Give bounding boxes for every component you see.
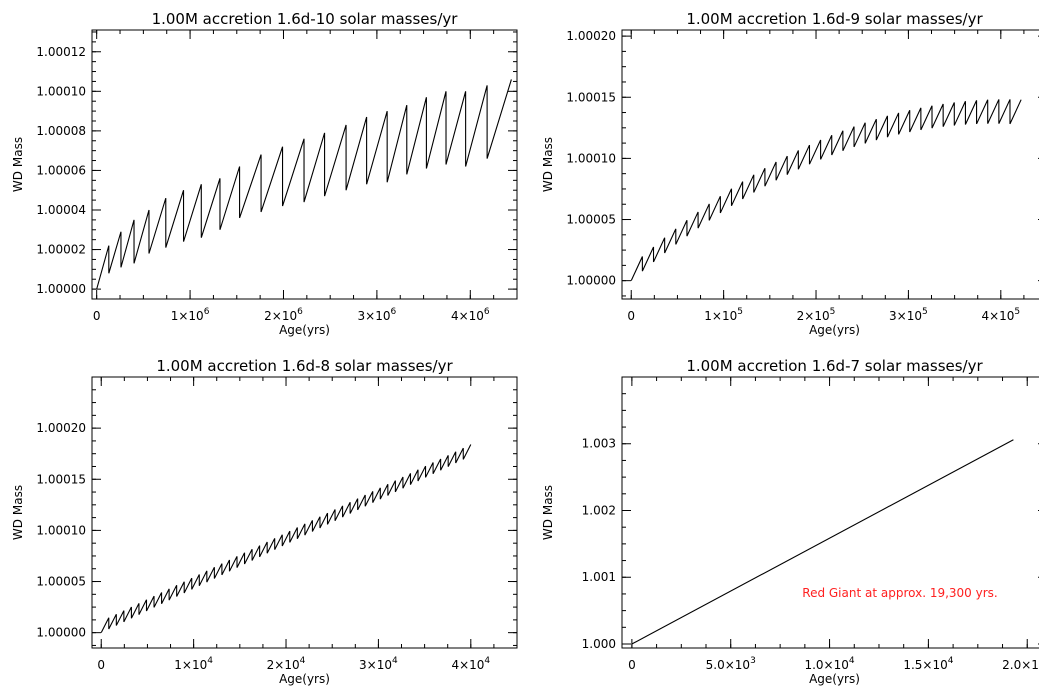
x-axis-label: Age(yrs) [279, 323, 330, 337]
x-tick-label: 2×104 [267, 656, 306, 672]
y-tick-label: 1.00010 [566, 151, 616, 165]
y-tick-label: 1.00000 [36, 626, 86, 640]
y-tick-label: 1.00020 [566, 29, 616, 43]
x-axis-label: Age(yrs) [809, 672, 860, 686]
y-tick-label: 1.00006 [36, 163, 86, 177]
x-tick-label: 1×104 [174, 656, 213, 672]
y-tick-label: 1.00010 [36, 523, 86, 537]
chart-panel-1: 1.00M accretion 1.6d-10 solar masses/yr A… [11, 10, 518, 337]
x-tick-label: 3×105 [889, 307, 928, 323]
x-tick-label: 2×105 [797, 307, 836, 323]
y-tick-label: 1.00000 [566, 274, 616, 288]
y-tick-label: 1.000 [582, 637, 616, 651]
plot-frame [621, 376, 1039, 649]
y-axis-label: WD Mass [541, 137, 555, 192]
x-tick-label: 4×104 [451, 656, 490, 672]
x-tick-label: 4×105 [981, 307, 1020, 323]
x-tick-label: 0 [628, 658, 636, 672]
chart-title: 1.00M accretion 1.6d-7 solar masses/yr [686, 357, 983, 375]
x-tick-label: 0 [93, 309, 101, 323]
x-tick-label: 0 [627, 309, 635, 323]
y-tick-label: 1.00015 [36, 472, 86, 486]
y-tick-label: 1.002 [582, 503, 616, 517]
y-tick-label: 1.00012 [36, 45, 86, 59]
y-tick-label: 1.00005 [36, 575, 86, 589]
y-tick-label: 1.001 [582, 570, 616, 584]
x-tick-label: 0 [97, 658, 105, 672]
x-tick-label: 4×106 [451, 307, 490, 323]
series-line-1 [631, 439, 1014, 645]
y-tick-label: 1.003 [582, 437, 616, 451]
x-tick-label: 1.0×104 [804, 656, 854, 672]
x-axis-label: Age(yrs) [279, 672, 330, 686]
x-tick-label: 1×106 [171, 307, 210, 323]
y-tick-label: 1.00000 [36, 282, 86, 296]
y-tick-label: 1.00008 [36, 124, 86, 138]
plot-frame [91, 376, 518, 649]
chart-title: 1.00M accretion 1.6d-8 solar masses/yr [156, 357, 453, 375]
series-line-1 [100, 444, 472, 633]
chart-panel-2: 1.00M accretion 1.6d-9 solar masses/yr Ag… [541, 10, 1039, 337]
plot-frame [91, 29, 518, 300]
y-axis-label: WD Mass [11, 137, 25, 192]
annotation-text: Red Giant at approx. 19,300 yrs. [802, 586, 997, 600]
y-axis-label: WD Mass [11, 485, 25, 540]
plot-frame [621, 29, 1039, 300]
x-tick-label: 3×106 [358, 307, 397, 323]
y-tick-label: 1.00002 [36, 243, 86, 257]
y-tick-label: 1.00010 [36, 84, 86, 98]
chart-panel-3: 1.00M accretion 1.6d-8 solar masses/yr Ag… [11, 357, 518, 686]
y-axis-label: WD Mass [541, 485, 555, 540]
x-axis-label: Age(yrs) [809, 323, 860, 337]
y-tick-label: 1.00015 [566, 90, 616, 104]
y-tick-label: 1.00020 [36, 421, 86, 435]
chart-panel-4: 1.00M accretion 1.6d-7 solar masses/yr Ag… [541, 357, 1039, 686]
x-tick-label: 5.0×103 [706, 656, 756, 672]
chart-title: 1.00M accretion 1.6d-10 solar masses/yr [152, 10, 459, 28]
x-tick-label: 1.5×104 [903, 656, 953, 672]
x-tick-label: 2.0×104 [1002, 656, 1039, 672]
y-tick-label: 1.00004 [36, 203, 86, 217]
chart-title: 1.00M accretion 1.6d-9 solar masses/yr [686, 10, 983, 28]
series-line-1 [630, 99, 1022, 281]
x-tick-label: 3×104 [359, 656, 398, 672]
series-line-1 [96, 79, 512, 290]
x-tick-label: 1×105 [704, 307, 743, 323]
y-tick-label: 1.00005 [566, 213, 616, 227]
x-tick-label: 2×106 [264, 307, 303, 323]
